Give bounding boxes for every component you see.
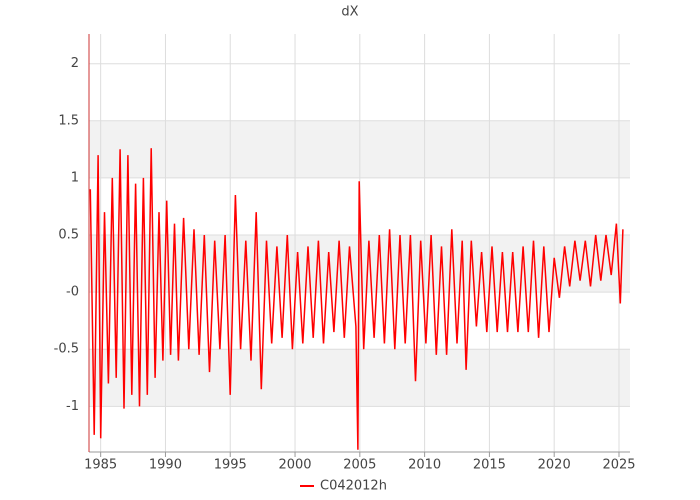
series-line: [89, 148, 624, 450]
y-tick-label: 1: [71, 170, 79, 185]
x-tick-label: 2005: [343, 458, 376, 473]
x-tick-label: 1995: [214, 458, 247, 473]
y-tick-label: 2: [71, 56, 79, 71]
x-tick-label: 2020: [538, 458, 571, 473]
chart-title: dX: [341, 5, 358, 20]
y-tick-label: 0.5: [58, 228, 79, 243]
x-tick-label: 2000: [278, 458, 311, 473]
y-tick-label: -0.5: [54, 342, 79, 357]
y-tick-label: -1: [66, 399, 79, 414]
x-tick-label: 2025: [602, 458, 635, 473]
legend-label: C042012h: [320, 479, 387, 494]
x-tick-label: 1990: [149, 458, 182, 473]
x-tick-label: 2010: [408, 458, 441, 473]
x-tick-label: 1985: [84, 458, 117, 473]
y-tick-label: 1.5: [58, 113, 79, 128]
x-tick-label: 2015: [473, 458, 506, 473]
y-tick-label: -0: [66, 285, 79, 300]
